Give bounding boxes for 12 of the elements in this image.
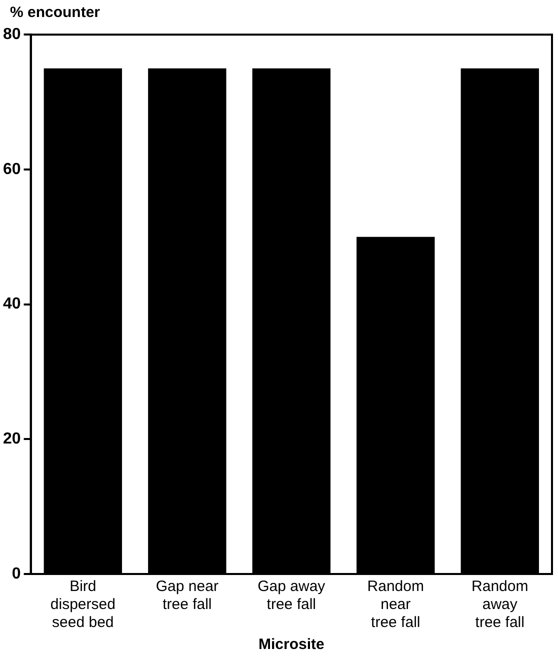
x-tick-label: Random near tree fall [367,578,424,632]
y-axis-title: % encounter [10,4,100,21]
x-tick-label: Gap near tree fall [156,578,218,614]
x-tick-label: Gap away tree fall [258,578,326,614]
y-tick-label: 0 [12,565,21,582]
y-tick-label: 80 [3,26,21,44]
y-tick-label: 20 [3,430,21,448]
x-tick-label: Random away tree fall [472,578,528,632]
x-tick-label: Bird dispersed seed bed [50,578,116,632]
y-tick-label: 60 [3,160,21,178]
y-tick-label: 40 [3,296,21,313]
x-axis-title: Microsite [258,636,324,654]
